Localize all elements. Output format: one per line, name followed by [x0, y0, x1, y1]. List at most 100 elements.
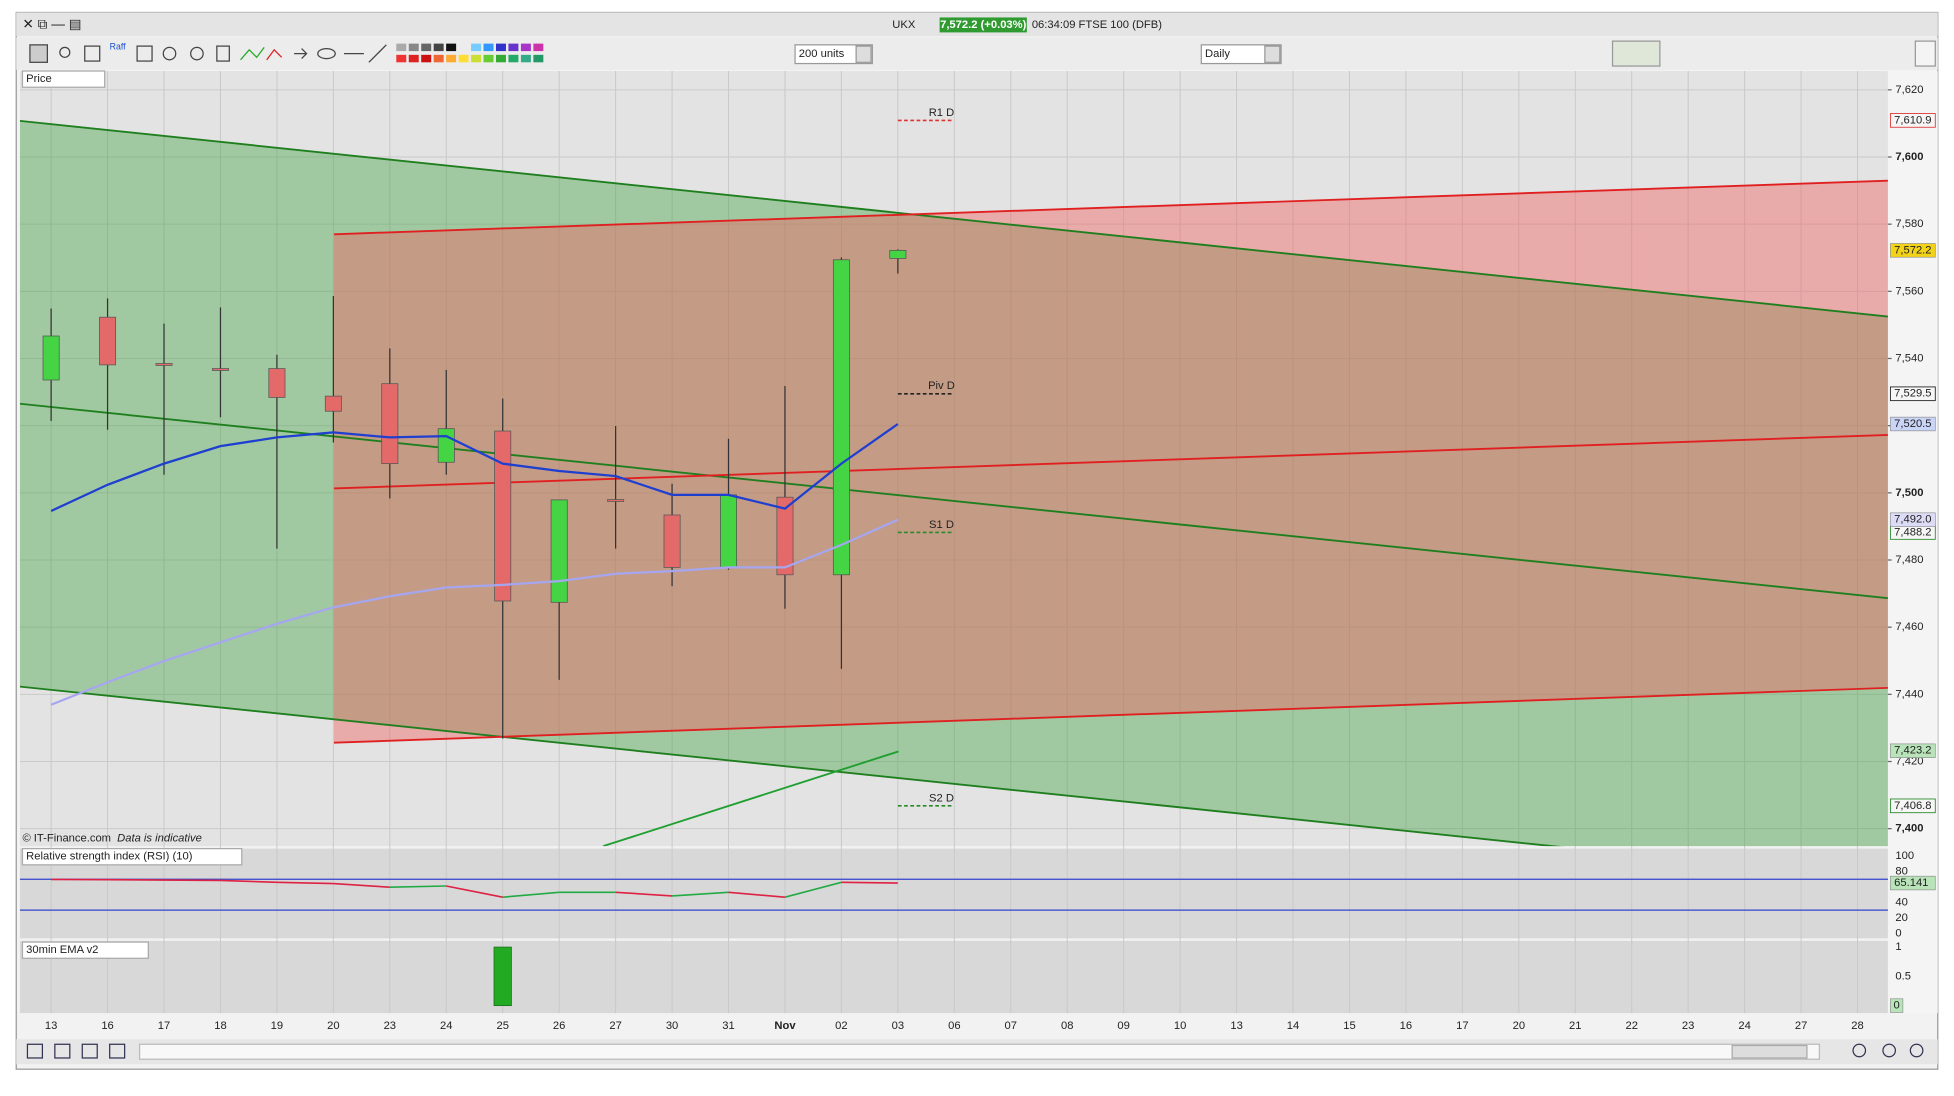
- candle-body: [495, 431, 511, 601]
- pivot-label: S1 D: [929, 519, 954, 531]
- candle-body: [551, 500, 567, 602]
- symbol: UKX: [892, 19, 916, 31]
- x-tick-label: 18: [214, 1020, 226, 1032]
- x-tick-label: 14: [1287, 1020, 1299, 1032]
- candle-body: [890, 250, 906, 258]
- y-tick-label: 7,560: [1895, 285, 1923, 297]
- x-tick-label: 15: [1343, 1020, 1355, 1032]
- bar: [494, 947, 511, 1006]
- x-tick-label: 02: [835, 1020, 847, 1032]
- pivot-tag-label: 7,529.5: [1894, 388, 1931, 400]
- disclaimer: Data is indicative: [117, 833, 202, 845]
- y-tick-label: 7,500: [1895, 487, 1923, 499]
- pivot-tag-label: 7,406.8: [1894, 800, 1931, 812]
- x-tick-label: 20: [327, 1020, 339, 1032]
- x-tick-label: 25: [496, 1020, 508, 1032]
- rsi-segment: [841, 882, 897, 883]
- x-tick-label: 30: [666, 1020, 678, 1032]
- x-tick-label: 17: [1456, 1020, 1468, 1032]
- y-tick-label: 7,400: [1895, 823, 1923, 835]
- x-tick-label: 21: [1569, 1020, 1581, 1032]
- pivot-label: R1 D: [929, 107, 955, 119]
- rsi-title: Relative strength index (RSI) (10): [26, 851, 193, 863]
- y-tick-label: 0: [1895, 927, 1901, 939]
- pivot-tag-label: 7,488.2: [1894, 526, 1931, 538]
- y-tick-label: 7,460: [1895, 621, 1923, 633]
- y-tick-label: 7,620: [1895, 84, 1923, 96]
- value-tag-label: 0: [1894, 1000, 1900, 1012]
- value-tag-label: 65.141: [1894, 877, 1928, 889]
- x-tick-label: 26: [553, 1020, 565, 1032]
- chart-style-button[interactable]: [1613, 41, 1660, 66]
- copyright: © IT-Finance.com: [22, 833, 111, 845]
- x-tick-label: 27: [1795, 1020, 1807, 1032]
- x-tick-label: 07: [1005, 1020, 1017, 1032]
- x-tick-label: 13: [1230, 1020, 1242, 1032]
- scroll-thumb[interactable]: [1732, 1046, 1807, 1058]
- pivot-tag-label: 7,610.9: [1894, 114, 1931, 126]
- y-tick-label: 20: [1895, 912, 1907, 924]
- candle-body: [156, 364, 172, 366]
- pivot-label: S2 D: [929, 792, 954, 804]
- candle-body: [382, 384, 398, 464]
- x-tick-label: 03: [892, 1020, 904, 1032]
- price-tag-label: 7,423.2: [1894, 745, 1931, 757]
- y-tick-label: 7,540: [1895, 352, 1923, 364]
- scrollbar[interactable]: [140, 1044, 1820, 1059]
- price-tag-label: 7,572.2: [1894, 244, 1931, 256]
- candle-body: [269, 369, 285, 398]
- y-tick-label: 100: [1895, 850, 1914, 862]
- candle-body: [325, 396, 341, 411]
- x-tick-label: 09: [1117, 1020, 1129, 1032]
- x-tick-label: 31: [722, 1020, 734, 1032]
- dropdown-button[interactable]: [1265, 46, 1280, 62]
- x-tick-label: 13: [45, 1020, 57, 1032]
- y-tick-label: 40: [1895, 896, 1907, 908]
- pivot-label: Piv D: [928, 380, 955, 392]
- x-tick-label: 16: [101, 1020, 113, 1032]
- candle-body: [664, 515, 680, 567]
- x-tick-label: 19: [271, 1020, 283, 1032]
- price-tag-label: 7,492.0: [1894, 514, 1931, 526]
- quote: 7,572.2 (+0.03%): [940, 19, 1027, 31]
- x-tick-label: 24: [1738, 1020, 1750, 1032]
- x-tick-label: 23: [384, 1020, 396, 1032]
- x-tick-label: 17: [158, 1020, 170, 1032]
- units: 200 units: [799, 48, 845, 60]
- panel-label: Price: [26, 73, 52, 85]
- status: 06:34:09 FTSE 100 (DFB): [1032, 19, 1162, 31]
- y-tick-label: 0.5: [1895, 970, 1911, 982]
- x-tick-label: Nov: [774, 1020, 796, 1032]
- x-tick-label: 10: [1174, 1020, 1186, 1032]
- x-tick-label: 16: [1400, 1020, 1412, 1032]
- x-tick-label: 20: [1513, 1020, 1525, 1032]
- y-tick-label: 7,580: [1895, 218, 1923, 230]
- x-tick-label: 22: [1625, 1020, 1637, 1032]
- side-button[interactable]: [1915, 41, 1935, 66]
- y-tick-label: 7,600: [1895, 151, 1923, 163]
- x-tick-label: 06: [948, 1020, 960, 1032]
- ema-title: 30min EMA v2: [26, 944, 98, 956]
- price-tag-label: 7,520.5: [1894, 418, 1931, 430]
- raff-icon[interactable]: Raff: [110, 42, 126, 52]
- candle-body: [438, 429, 454, 463]
- y-tick-label: 80: [1895, 866, 1907, 878]
- candle-body: [212, 369, 228, 371]
- x-tick-label: 28: [1851, 1020, 1863, 1032]
- candle-body: [833, 260, 849, 575]
- window-controls[interactable]: ✕ ⧉ — ▤: [22, 17, 81, 32]
- interval: Daily: [1205, 48, 1230, 60]
- y-tick-label: 7,480: [1895, 554, 1923, 566]
- x-tick-label: 27: [609, 1020, 621, 1032]
- x-tick-label: 23: [1682, 1020, 1694, 1032]
- candle-body: [720, 495, 736, 568]
- x-tick-label: 24: [440, 1020, 452, 1032]
- x-tick-label: 08: [1061, 1020, 1073, 1032]
- candle-body: [608, 500, 624, 502]
- candle-body: [43, 336, 59, 380]
- y-tick-label: 1: [1895, 941, 1901, 953]
- dropdown-button[interactable]: [856, 46, 871, 62]
- candle-body: [99, 317, 115, 365]
